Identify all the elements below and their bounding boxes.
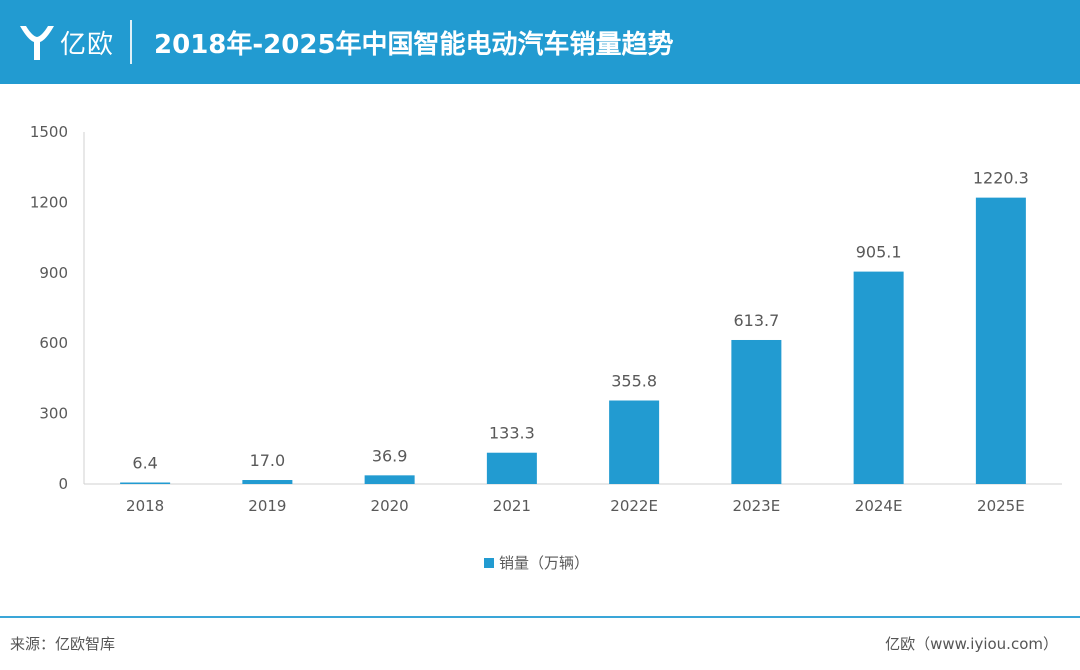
y-tick-label: 300 xyxy=(39,405,68,423)
data-label: 36.9 xyxy=(372,446,408,465)
data-label: 1220.3 xyxy=(973,169,1029,188)
bar xyxy=(364,475,415,484)
bar-chart: 0 300 600 900 1200 1500 6.4 2018 17.0 2019 36.9 202… xyxy=(30,123,1062,572)
y-tick-label: 900 xyxy=(39,264,68,282)
x-tick-label: 2025E xyxy=(977,497,1025,515)
logo-text: 亿欧 xyxy=(60,29,115,60)
bar xyxy=(486,452,537,484)
data-label: 613.7 xyxy=(733,311,779,330)
logo-icon xyxy=(20,26,54,60)
y-tick-label: 1200 xyxy=(30,193,68,211)
y-tick-label: 600 xyxy=(39,334,68,352)
data-label: 133.3 xyxy=(489,424,535,443)
data-label: 905.1 xyxy=(856,243,902,262)
data-label: 6.4 xyxy=(132,453,157,472)
brand-text: 亿欧（www.iyiou.com） xyxy=(885,635,1058,653)
x-tick-label: 2019 xyxy=(248,497,286,515)
header-bar: 亿欧 2018年-2025年中国智能电动汽车销量趋势 xyxy=(0,0,1080,84)
page-title: 2018年-2025年中国智能电动汽车销量趋势 xyxy=(154,29,674,60)
data-label: 355.8 xyxy=(611,372,657,391)
bar xyxy=(242,480,293,484)
bar xyxy=(975,197,1026,484)
header-divider xyxy=(130,20,133,64)
bar xyxy=(609,400,660,484)
chart-area: 0 300 600 900 1200 1500 6.4 2018 17.0 2019 36.9 202… xyxy=(0,84,1080,614)
x-tick-label: 2022E xyxy=(610,497,658,515)
legend-swatch xyxy=(484,558,494,568)
bar xyxy=(120,482,171,484)
y-tick-label: 0 xyxy=(58,475,68,493)
bar xyxy=(731,339,782,484)
logo: 亿欧 xyxy=(18,22,114,62)
data-label: 17.0 xyxy=(250,451,286,470)
y-tick-label: 1500 xyxy=(30,123,68,141)
legend-label: 销量（万辆） xyxy=(499,554,589,572)
bar xyxy=(853,271,904,484)
footer-divider xyxy=(0,616,1080,618)
x-tick-label: 2024E xyxy=(855,497,903,515)
x-tick-label: 2020 xyxy=(371,497,409,515)
x-tick-label: 2023E xyxy=(733,497,781,515)
x-tick-label: 2018 xyxy=(126,497,164,515)
x-tick-label: 2021 xyxy=(493,497,531,515)
source-text: 来源：亿欧智库 xyxy=(10,635,116,653)
